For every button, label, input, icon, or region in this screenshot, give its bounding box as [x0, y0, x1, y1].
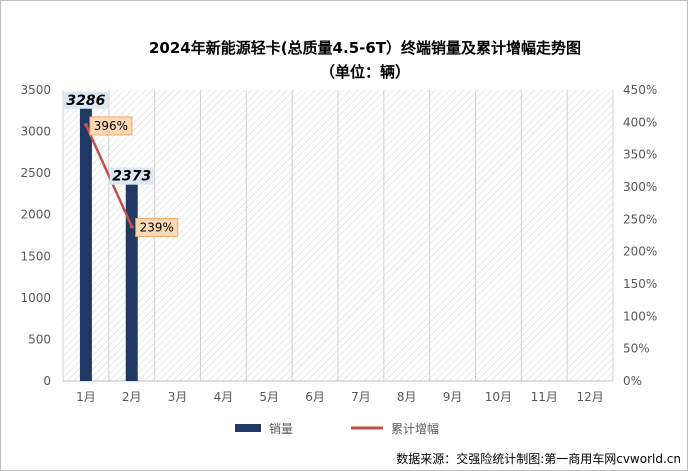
x-axis-tick-label: 9月 [443, 390, 463, 404]
right-axis-tick-label: 0% [623, 374, 642, 388]
right-axis-tick-label: 450% [623, 83, 657, 97]
left-axis-tick-label: 500 [28, 332, 51, 346]
legend-swatch-sales [235, 424, 261, 432]
right-axis-tick-label: 150% [623, 277, 657, 291]
right-axis-tick-label: 300% [623, 180, 657, 194]
bar-label-box [109, 167, 154, 185]
line-value-label: 396% [94, 119, 128, 133]
source-note: 数据来源：交强险统计制图:第一商用车网cvworld.cn [396, 451, 681, 466]
left-axis-tick-label: 1000 [20, 291, 51, 305]
x-axis-tick-label: 2月 [122, 390, 142, 404]
left-axis-tick-label: 3000 [20, 125, 51, 139]
x-axis-ticks: 1月 2月 3月 4月 5月 6月 7月 8月 9月 10月 11月 12月 [76, 390, 604, 404]
bar [79, 107, 92, 381]
right-axis-tick-label: 400% [623, 115, 657, 129]
x-axis-tick-label: 7月 [351, 390, 371, 404]
line-value-label: 239% [140, 220, 174, 234]
left-axis-tick-label: 2000 [20, 208, 51, 222]
right-axis-tick-label: 350% [623, 148, 657, 162]
left-axis-tick-label: 0 [43, 374, 51, 388]
right-axis-ticks: 0% 50% 100% 150% 200% 250% 300% 350% 400% 450% [623, 83, 657, 388]
x-axis-tick-label: 4月 [214, 390, 234, 404]
right-axis-tick-label: 200% [623, 245, 657, 259]
x-axis-tick-label: 3月 [168, 390, 188, 404]
line-point [83, 122, 88, 127]
x-axis-tick-label: 6月 [305, 390, 325, 404]
x-axis-tick-label: 12月 [576, 390, 603, 404]
right-axis-tick-label: 100% [623, 309, 657, 323]
bar-label-box [63, 91, 108, 109]
right-axis-tick-label: 250% [623, 212, 657, 226]
x-axis-tick-label: 8月 [397, 390, 417, 404]
line-point [129, 224, 134, 229]
line-series [83, 122, 134, 229]
line-label-box [89, 116, 133, 136]
legend-label-growth: 累计增幅 [391, 421, 439, 436]
chart-subtitle: （单位：辆） [320, 63, 410, 81]
legend: 销量 累计增幅 [235, 421, 439, 436]
bar-series [79, 107, 138, 381]
legend-label-sales: 销量 [269, 422, 293, 436]
line-label-box [135, 217, 179, 237]
x-axis-tick-label: 5月 [259, 390, 279, 404]
left-axis-tick-label: 3500 [20, 83, 51, 97]
x-axis-tick-label: 11月 [531, 390, 558, 404]
right-axis-tick-label: 50% [623, 342, 650, 356]
chart-title: 2024年新能源轻卡(总质量4.5-6T）终端销量及累计增幅走势图 [149, 39, 581, 57]
x-axis-tick-label: 10月 [485, 390, 512, 404]
left-axis-ticks: 0 500 1000 1500 2000 2500 3000 3500 [20, 83, 51, 388]
bar-value-label: 2373 [112, 169, 151, 185]
x-axis-tick-label: 1月 [76, 390, 96, 404]
bar-value-label: 3286 [66, 93, 105, 109]
data-labels: 3286 2373 396% 239% [63, 91, 179, 237]
left-axis-tick-label: 1500 [20, 249, 51, 263]
growth-line [84, 124, 133, 227]
left-axis-tick-label: 2500 [20, 166, 51, 180]
bar [125, 183, 138, 381]
